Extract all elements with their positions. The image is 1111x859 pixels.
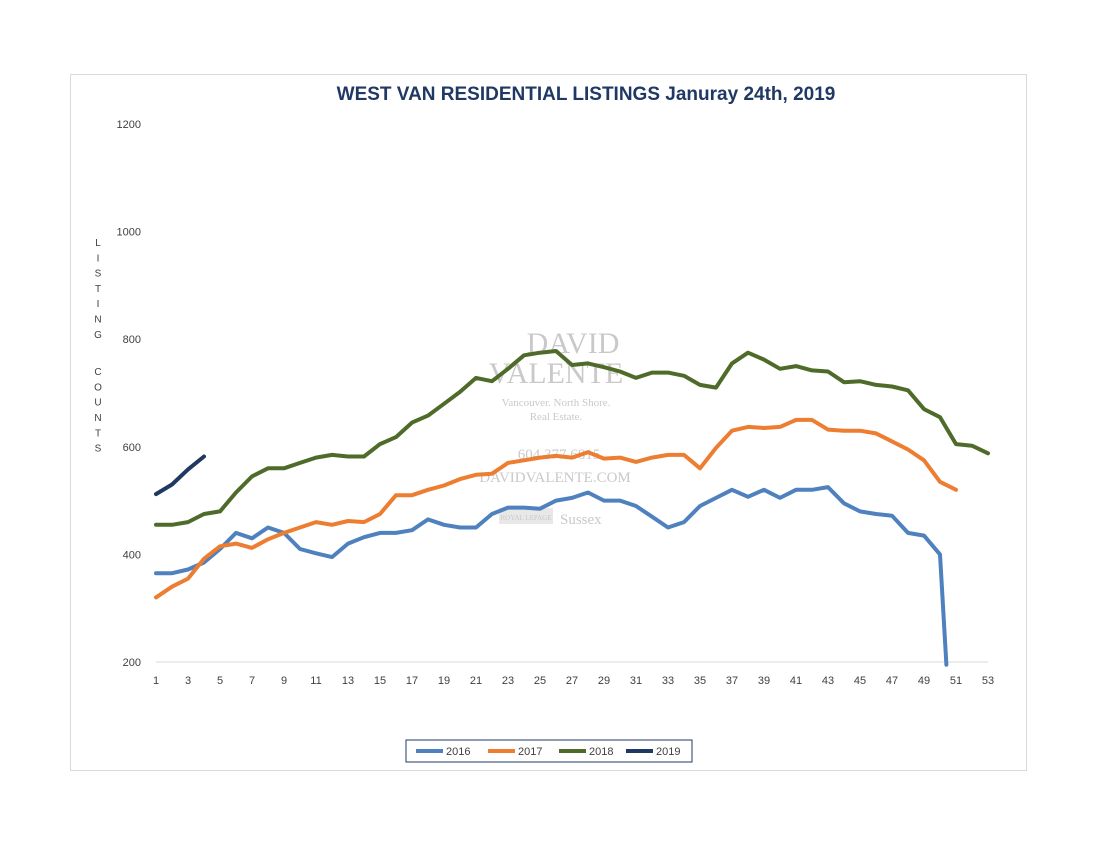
legend-label-2018: 2018 <box>589 746 613 758</box>
y-axis-label-letter: I <box>97 299 100 310</box>
x-tick-label: 33 <box>662 675 674 687</box>
x-tick-label: 23 <box>502 675 514 687</box>
y-axis-label-letter: T <box>95 284 101 295</box>
y-axis-label-letter: S <box>95 444 102 455</box>
watermark-tagline1: Vancouver. North Shore. <box>502 397 611 409</box>
x-tick-label: 27 <box>566 675 578 687</box>
legend-label-2016: 2016 <box>446 746 470 758</box>
watermark-line1: DAVID <box>527 327 620 360</box>
x-tick-label: 9 <box>281 675 287 687</box>
x-tick-label: 5 <box>217 675 223 687</box>
y-axis-label-letter: S <box>95 269 102 280</box>
y-tick-label: 800 <box>123 334 141 346</box>
y-tick-label: 1000 <box>117 227 141 239</box>
legend: 2016 2017 2018 2019 <box>405 739 693 763</box>
x-tick-label: 51 <box>950 675 962 687</box>
series-line-2017 <box>154 417 958 600</box>
y-tick-label: 1200 <box>117 119 141 131</box>
y-axis-label-letter: I <box>97 253 100 264</box>
x-tick-label: 21 <box>470 675 482 687</box>
series-line-2019 <box>154 454 206 497</box>
x-tick-label: 1 <box>153 675 159 687</box>
y-axis-label-letter: N <box>94 315 101 326</box>
series-line-2016 <box>154 485 949 667</box>
x-tick-label: 17 <box>406 675 418 687</box>
y-axis-label-letter: G <box>94 330 102 341</box>
watermark-brand2: Sussex <box>560 512 602 528</box>
watermark-website: DAVIDVALENTE.COM <box>479 470 631 486</box>
x-tick-label: 35 <box>694 675 706 687</box>
chart-frame: WEST VAN RESIDENTIAL LISTINGS Januray 24… <box>70 74 1027 771</box>
legend-label-2019: 2019 <box>656 746 680 758</box>
legend-label-2017: 2017 <box>518 746 542 758</box>
x-tick-label: 11 <box>310 675 321 687</box>
x-tick-label: 41 <box>790 675 802 687</box>
x-tick-label: 39 <box>758 675 770 687</box>
x-tick-label: 45 <box>854 675 866 687</box>
x-tick-label: 25 <box>534 675 546 687</box>
line-chart: WEST VAN RESIDENTIAL LISTINGS Januray 24… <box>94 84 995 763</box>
x-tick-label: 31 <box>630 675 642 687</box>
y-axis-label-letter: N <box>94 413 101 424</box>
y-tick-label: 200 <box>123 657 141 669</box>
y-axis-label-letter: U <box>94 398 101 409</box>
series-group <box>154 349 990 667</box>
watermark-brand: ROYAL LEPAGE <box>500 514 551 522</box>
chart-title: WEST VAN RESIDENTIAL LISTINGS Januray 24… <box>337 84 836 105</box>
x-tick-label: 29 <box>598 675 610 687</box>
watermark-line2: VALENTE <box>489 357 623 390</box>
x-tick-label: 15 <box>374 675 386 687</box>
legend-box <box>405 739 693 763</box>
y-tick-label: 600 <box>123 442 141 454</box>
x-tick-label: 47 <box>886 675 898 687</box>
x-tick-label: 49 <box>918 675 930 687</box>
series-line-2018 <box>154 349 990 527</box>
x-tick-label: 53 <box>982 675 994 687</box>
watermark-tagline2: Real Estate. <box>530 411 583 423</box>
x-tick-label: 7 <box>249 675 255 687</box>
y-tick-label: 400 <box>123 549 141 561</box>
x-tick-label: 13 <box>342 675 354 687</box>
watermark-brand-box <box>499 508 553 524</box>
y-axis-label-letter: T <box>95 428 101 439</box>
x-tick-label: 43 <box>822 675 834 687</box>
x-tick-label: 3 <box>185 675 191 687</box>
watermark-logo: DAVID VALENTE Vancouver. North Shore. Re… <box>479 327 631 528</box>
x-tick-label: 19 <box>438 675 450 687</box>
y-axis-label-letter: C <box>94 367 101 378</box>
y-axis-label-letter: O <box>94 382 102 393</box>
x-tick-label: 37 <box>726 675 738 687</box>
y-axis-label-letter: L <box>95 238 101 249</box>
